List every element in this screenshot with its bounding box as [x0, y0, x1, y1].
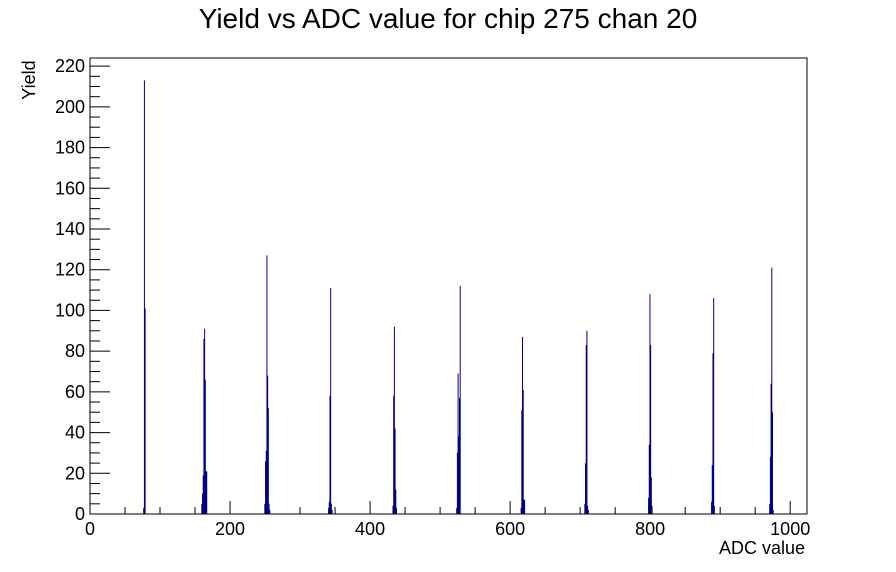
y-tick-label: 20 [65, 463, 85, 483]
histogram-bin [522, 389, 524, 514]
histogram-bin [393, 395, 395, 514]
histogram-bin [203, 338, 205, 514]
histogram-bin [269, 509, 271, 514]
histogram-bin [523, 499, 525, 514]
histogram-bin [651, 505, 653, 514]
histogram-bin [771, 267, 773, 514]
histogram-bin [328, 501, 330, 514]
histogram-bin [522, 336, 524, 514]
histogram-bin [328, 507, 330, 514]
x-tick-label: 400 [355, 519, 385, 539]
y-tick-label: 160 [55, 178, 85, 198]
y-axis-label: Yield [19, 60, 39, 99]
histogram-bin [266, 255, 268, 514]
histogram-bin [393, 326, 395, 514]
histogram-bin [394, 428, 396, 514]
histogram-bars [143, 80, 774, 514]
histogram-bin [143, 507, 145, 514]
histogram-bin [330, 503, 332, 514]
y-tick-label: 0 [75, 504, 85, 524]
histogram-bin [144, 308, 146, 514]
histogram-bin [265, 461, 267, 514]
histogram-bin [395, 489, 397, 514]
histogram-bin [649, 294, 651, 514]
histogram-bin [711, 465, 713, 514]
histogram-bin [650, 345, 652, 514]
histogram-bin [650, 477, 652, 514]
histogram-bin [206, 471, 208, 514]
histogram-bin [458, 436, 460, 514]
y-tick-label: 60 [65, 382, 85, 402]
histogram-bin [524, 499, 526, 514]
histogram-bin [585, 463, 587, 514]
histogram-bin [456, 507, 458, 514]
histogram-bin [713, 298, 715, 514]
histogram-bin [392, 505, 394, 514]
histogram-bin [267, 408, 269, 514]
histogram-bin [143, 80, 145, 514]
histogram-bin [520, 507, 522, 514]
x-tick-label: 800 [635, 519, 665, 539]
chart-title: Yield vs ADC value for chip 275 chan 20 [199, 3, 698, 34]
y-tick-label: 180 [55, 138, 85, 158]
y-tick-label: 40 [65, 423, 85, 443]
histogram-bin [648, 444, 650, 514]
histogram-bin [204, 379, 206, 514]
histogram-bin [265, 450, 267, 514]
histogram-bin [586, 330, 588, 514]
histogram-bin [769, 457, 771, 514]
histogram-bin [771, 412, 773, 514]
histogram-bin [587, 505, 589, 514]
histogram-bin [457, 373, 459, 514]
histogram-bin [329, 395, 331, 514]
histogram-bin [769, 503, 771, 514]
plot-frame [89, 57, 808, 515]
histogram-bin [521, 410, 523, 514]
x-tick-label: 1000 [770, 519, 810, 539]
x-tick-label: 200 [215, 519, 245, 539]
histogram-bin [770, 383, 772, 514]
y-axis: 0 20 40 60 80 100 120 140 160 180 200 220 [55, 56, 110, 524]
histogram-bin [204, 328, 206, 514]
y-tick-label: 140 [55, 219, 85, 239]
histogram-bin [713, 505, 715, 514]
y-tick-label: 220 [55, 56, 85, 76]
y-tick-label: 120 [55, 260, 85, 280]
histogram-bin [459, 397, 460, 514]
x-axis: 0 200 400 600 800 1000 [85, 501, 810, 539]
histogram-bin [712, 353, 714, 514]
histogram-bin [201, 503, 203, 514]
histogram-bin [268, 503, 270, 514]
histogram-bin [585, 345, 587, 514]
histogram-bin [459, 286, 461, 514]
x-tick-label: 600 [495, 519, 525, 539]
histogram-bin [330, 288, 332, 514]
y-tick-label: 80 [65, 341, 85, 361]
histogram-bin [331, 509, 333, 514]
histogram-bin [711, 501, 713, 514]
histogram-bin [395, 507, 397, 514]
histogram-bin [584, 503, 586, 514]
y-tick-label: 100 [55, 300, 85, 320]
histogram-bin [648, 497, 650, 514]
x-tick-label: 0 [85, 519, 95, 539]
histogram-bin [456, 452, 458, 514]
histogram-bin [205, 471, 207, 514]
x-axis-label: ADC value [719, 538, 805, 558]
histogram-bin [587, 509, 589, 514]
histogram-bin [202, 493, 204, 514]
histogram-bin [772, 509, 774, 514]
y-tick-label: 200 [55, 97, 85, 117]
histogram-bin [202, 475, 204, 514]
histogram-bin [267, 375, 269, 514]
